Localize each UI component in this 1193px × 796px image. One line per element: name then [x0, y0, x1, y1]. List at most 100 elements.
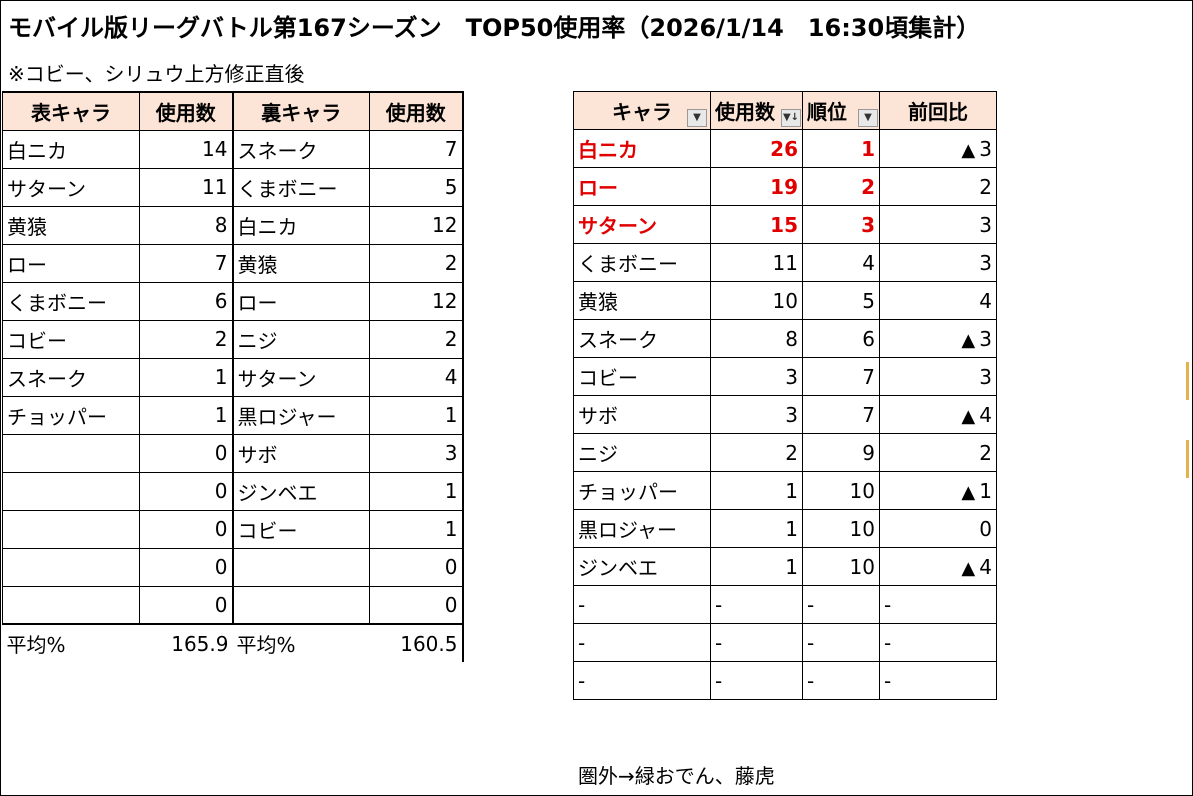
front-count-cell[interactable]: 11 [139, 167, 234, 207]
rank-cell[interactable]: 1 [802, 129, 880, 168]
usage-count-cell[interactable]: 19 [710, 167, 803, 206]
front-count-cell[interactable]: 0 [139, 471, 234, 511]
front-char-cell[interactable] [2, 509, 140, 549]
filter-dropdown-icon[interactable]: ▼ [687, 109, 707, 127]
back-count-cell[interactable]: 1 [369, 395, 464, 435]
rank-cell[interactable]: - [802, 623, 880, 662]
usage-count-cell[interactable]: - [710, 623, 803, 662]
front-count-cell[interactable]: 14 [139, 129, 234, 169]
char-name-cell[interactable]: サターン [573, 205, 711, 244]
back-char-cell[interactable]: ロー [232, 281, 370, 321]
back-char-cell[interactable]: コビー [232, 509, 370, 549]
usage-count-cell[interactable]: 8 [710, 319, 803, 358]
back-count-cell[interactable]: 12 [369, 205, 464, 245]
back-count-cell[interactable]: 3 [369, 433, 464, 473]
back-count-cell[interactable]: 0 [369, 547, 464, 587]
front-count-cell[interactable]: 1 [139, 395, 234, 435]
back-char-cell[interactable]: ジンベエ [232, 471, 370, 511]
front-count-cell[interactable]: 0 [139, 547, 234, 587]
front-count-cell[interactable]: 7 [139, 243, 234, 283]
back-char-cell[interactable]: ニジ [232, 319, 370, 359]
char-name-cell[interactable]: - [573, 585, 711, 624]
rank-cell[interactable]: 7 [802, 395, 880, 434]
rank-cell[interactable]: - [802, 661, 880, 700]
front-count-cell[interactable]: 1 [139, 357, 234, 397]
diff-cell[interactable]: 3 [879, 205, 997, 244]
back-count-cell[interactable]: 4 [369, 357, 464, 397]
header-back-count[interactable]: 使用数 [369, 91, 464, 131]
filter-dropdown-icon[interactable]: ▼ [858, 109, 878, 127]
char-name-cell[interactable]: チョッパー [573, 471, 711, 510]
back-count-cell[interactable]: 1 [369, 509, 464, 549]
back-char-cell[interactable]: 白ニカ [232, 205, 370, 245]
back-char-cell[interactable]: 黄猿 [232, 243, 370, 283]
front-count-cell[interactable]: 6 [139, 281, 234, 321]
diff-cell[interactable]: ▲ 4 [879, 395, 997, 434]
back-char-cell[interactable]: くまボニー [232, 167, 370, 207]
diff-cell[interactable]: 3 [879, 243, 997, 282]
char-name-cell[interactable]: ロー [573, 167, 711, 206]
rank-cell[interactable]: 10 [802, 471, 880, 510]
usage-count-cell[interactable]: - [710, 585, 803, 624]
front-char-cell[interactable]: コビー [2, 319, 140, 359]
rank-cell[interactable]: 7 [802, 357, 880, 396]
usage-count-cell[interactable]: 2 [710, 433, 803, 472]
char-name-cell[interactable]: - [573, 661, 711, 700]
back-count-cell[interactable]: 12 [369, 281, 464, 321]
front-char-cell[interactable] [2, 547, 140, 587]
front-char-cell[interactable]: サターン [2, 167, 140, 207]
usage-count-cell[interactable]: 1 [710, 547, 803, 586]
back-count-cell[interactable]: 7 [369, 129, 464, 169]
back-char-cell[interactable]: スネーク [232, 129, 370, 169]
char-name-cell[interactable]: 白ニカ [573, 129, 711, 168]
front-char-cell[interactable] [2, 433, 140, 473]
rank-cell[interactable]: - [802, 585, 880, 624]
front-count-cell[interactable]: 0 [139, 433, 234, 473]
diff-cell[interactable]: - [879, 623, 997, 662]
rank-cell[interactable]: 4 [802, 243, 880, 282]
header-front-count[interactable]: 使用数 [139, 91, 234, 131]
diff-cell[interactable]: - [879, 661, 997, 700]
char-name-cell[interactable]: サボ [573, 395, 711, 434]
diff-cell[interactable]: 4 [879, 281, 997, 320]
usage-count-cell[interactable]: 10 [710, 281, 803, 320]
diff-cell[interactable]: 2 [879, 433, 997, 472]
char-name-cell[interactable]: 黄猿 [573, 281, 711, 320]
front-char-cell[interactable]: ロー [2, 243, 140, 283]
header-diff[interactable]: 前回比 [879, 91, 997, 130]
back-char-cell[interactable] [232, 585, 370, 625]
char-name-cell[interactable]: ニジ [573, 433, 711, 472]
sort-descending-icon[interactable]: ▼↓ [781, 109, 801, 127]
back-count-cell[interactable]: 2 [369, 243, 464, 283]
back-char-cell[interactable]: サターン [232, 357, 370, 397]
char-name-cell[interactable]: 黒ロジャー [573, 509, 711, 548]
header-front-char[interactable]: 表キャラ [2, 91, 140, 131]
char-name-cell[interactable]: - [573, 623, 711, 662]
avg-label-back[interactable]: 平均% [236, 633, 296, 657]
front-char-cell[interactable]: スネーク [2, 357, 140, 397]
diff-cell[interactable]: 3 [879, 357, 997, 396]
rank-cell[interactable]: 6 [802, 319, 880, 358]
back-char-cell[interactable]: 黒ロジャー [232, 395, 370, 435]
rank-cell[interactable]: 5 [802, 281, 880, 320]
usage-count-cell[interactable]: - [710, 661, 803, 700]
front-count-cell[interactable]: 0 [139, 585, 234, 625]
back-count-cell[interactable]: 2 [369, 319, 464, 359]
diff-cell[interactable]: - [879, 585, 997, 624]
header-char[interactable]: キャラ ▼ [573, 91, 711, 130]
front-char-cell[interactable]: 白ニカ [2, 129, 140, 169]
usage-count-cell[interactable]: 26 [710, 129, 803, 168]
diff-cell[interactable]: ▲ 4 [879, 547, 997, 586]
usage-count-cell[interactable]: 15 [710, 205, 803, 244]
avg-value-front[interactable]: 165.9 [171, 631, 229, 656]
back-char-cell[interactable]: サボ [232, 433, 370, 473]
char-name-cell[interactable]: コビー [573, 357, 711, 396]
front-char-cell[interactable] [2, 585, 140, 625]
front-char-cell[interactable]: くまボニー [2, 281, 140, 321]
rank-cell[interactable]: 9 [802, 433, 880, 472]
front-char-cell[interactable]: 黄猿 [2, 205, 140, 245]
back-char-cell[interactable] [232, 547, 370, 587]
usage-count-cell[interactable]: 1 [710, 509, 803, 548]
avg-value-back[interactable]: 160.5 [400, 631, 458, 656]
avg-label-front[interactable]: 平均% [6, 633, 66, 657]
